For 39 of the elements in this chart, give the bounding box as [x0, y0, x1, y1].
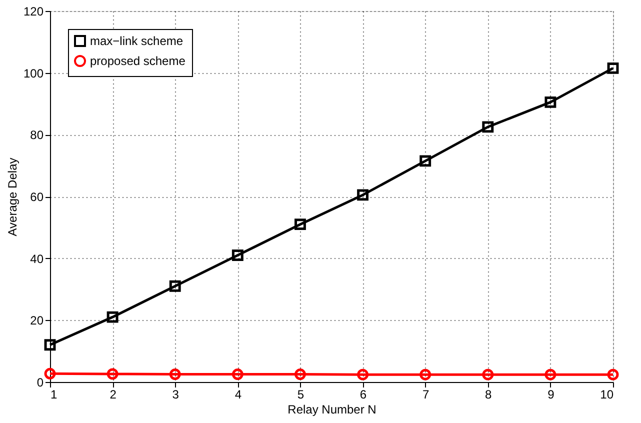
x-tick-label: 2 — [110, 388, 117, 402]
y-tick-label: 40 — [30, 252, 44, 266]
x-tick-label: 5 — [297, 388, 304, 402]
point — [294, 218, 306, 230]
x-tick-label: 9 — [548, 388, 555, 402]
x-tick-label: 7 — [422, 388, 430, 402]
point — [420, 155, 432, 167]
x-tick-label: 6 — [360, 388, 367, 402]
point — [544, 368, 556, 380]
point — [169, 368, 181, 380]
y-tick-label: 80 — [30, 128, 44, 142]
x-tick-label: 8 — [485, 388, 492, 402]
point — [607, 62, 619, 74]
y-tick-label: 120 — [23, 4, 44, 18]
point — [357, 189, 368, 201]
legend-label: max−link scheme — [90, 34, 184, 48]
point — [106, 311, 118, 323]
point — [544, 96, 556, 108]
y-tick-label: 20 — [30, 314, 44, 328]
x-axis-title: Relay Number N — [288, 402, 376, 416]
point — [482, 368, 494, 380]
point — [482, 121, 494, 133]
legend-label: proposed scheme — [90, 54, 186, 68]
point — [357, 368, 368, 380]
y-tick-label: 60 — [30, 190, 44, 204]
point — [420, 368, 432, 380]
point — [294, 368, 306, 380]
x-tick-label: 3 — [172, 388, 180, 402]
point — [232, 250, 244, 261]
point — [169, 280, 181, 292]
x-tick-label: 1 — [50, 388, 58, 402]
point — [44, 339, 56, 351]
point — [106, 368, 118, 380]
y-tick-label: 100 — [23, 66, 44, 80]
x-tick-label: 4 — [234, 388, 242, 402]
y-axis-title: Average Delay — [5, 158, 20, 236]
y-tick-label: 0 — [36, 376, 44, 390]
point — [232, 368, 244, 380]
x-tick-label: 10 — [600, 388, 614, 402]
